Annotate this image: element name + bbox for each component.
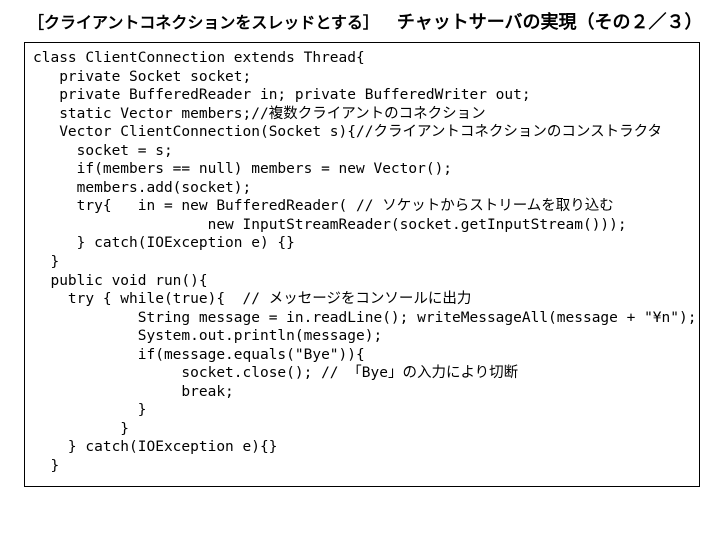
- code-line: socket.close(); // 「Bye」の入力により切断: [33, 365, 518, 381]
- code-line: String message = in.readLine(); writeMes…: [33, 310, 696, 326]
- code-line: private Socket socket;: [33, 69, 251, 85]
- code-line: Vector ClientConnection(Socket s){//クライア…: [33, 124, 662, 140]
- code-line: static Vector members;//複数クライアントのコネクション: [33, 106, 486, 122]
- code-block: class ClientConnection extends Thread{ p…: [24, 42, 700, 487]
- header-subtitle: ［クライアントコネクションをスレッドとする］: [28, 9, 379, 33]
- code-line: public void run(){: [33, 273, 208, 289]
- code-line: if(message.equals("Bye")){: [33, 347, 365, 363]
- header: ［クライアントコネクションをスレッドとする］ チャットサーバの実現（その２／３）: [0, 0, 720, 38]
- code-line: new InputStreamReader(socket.getInputStr…: [33, 217, 627, 233]
- code-line: }: [33, 458, 59, 474]
- code-line: } catch(IOException e){}: [33, 439, 277, 455]
- code-line: System.out.println(message);: [33, 328, 382, 344]
- code-line: socket = s;: [33, 143, 173, 159]
- code-line: try { while(true){ // メッセージをコンソールに出力: [33, 291, 471, 307]
- code-line: class ClientConnection extends Thread{: [33, 50, 365, 66]
- code-line: try{ in = new BufferedReader( // ソケットからス…: [33, 198, 614, 214]
- code-line: if(members == null) members = new Vector…: [33, 161, 452, 177]
- code-line: members.add(socket);: [33, 180, 251, 196]
- header-title: チャットサーバの実現（その２／３）: [397, 8, 703, 34]
- code-line: }: [33, 421, 129, 437]
- code-line: }: [33, 402, 147, 418]
- code-line: }: [33, 254, 59, 270]
- code-line: private BufferedReader in; private Buffe…: [33, 87, 531, 103]
- code-line: break;: [33, 384, 234, 400]
- code-line: } catch(IOException e) {}: [33, 235, 295, 251]
